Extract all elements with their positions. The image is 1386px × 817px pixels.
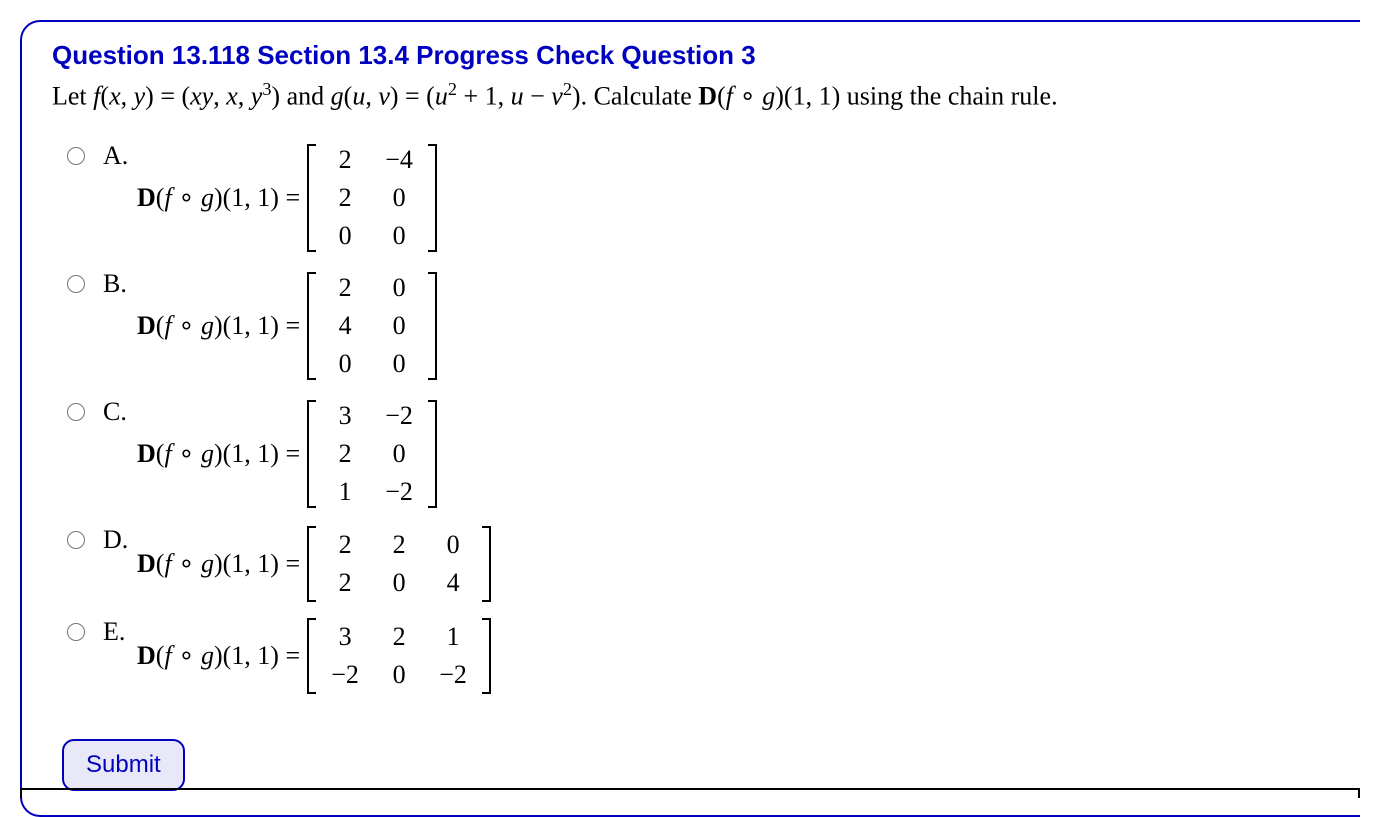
question-prompt: Let f(x, y) = (xy, x, y3) and g(u, v) = … bbox=[52, 77, 1336, 115]
prompt-mid2: . Calculate bbox=[581, 82, 699, 111]
matrix-e: 321 −20−2 bbox=[306, 617, 492, 695]
option-row-b: B. D(f ∘ g)(1, 1) = 20 40 00 bbox=[62, 269, 1336, 383]
option-content-c: D(f ∘ g)(1, 1) = 3−2 20 1−2 bbox=[137, 397, 438, 511]
right-bracket-icon bbox=[426, 271, 438, 381]
right-bracket-icon bbox=[426, 143, 438, 253]
option-lhs-e: D(f ∘ g)(1, 1) = bbox=[137, 641, 300, 671]
matrix-d: 220 204 bbox=[306, 525, 492, 603]
bottom-rule bbox=[20, 788, 1360, 798]
option-lhs-b: D(f ∘ g)(1, 1) = bbox=[137, 311, 300, 341]
option-radio-d[interactable] bbox=[67, 531, 85, 549]
matrix-b: 20 40 00 bbox=[306, 269, 438, 383]
options-list: A. D(f ∘ g)(1, 1) = 2−4 20 00 bbox=[62, 141, 1336, 695]
left-bracket-icon bbox=[306, 143, 318, 253]
matrix-table-d: 220 204 bbox=[318, 526, 480, 602]
option-content-a: D(f ∘ g)(1, 1) = 2−4 20 00 bbox=[137, 141, 438, 255]
option-row-d: D. D(f ∘ g)(1, 1) = 220 204 bbox=[62, 525, 1336, 603]
left-bracket-icon bbox=[306, 525, 318, 603]
option-lhs-c: D(f ∘ g)(1, 1) = bbox=[137, 439, 300, 469]
option-row-a: A. D(f ∘ g)(1, 1) = 2−4 20 00 bbox=[62, 141, 1336, 255]
matrix-table-c: 3−2 20 1−2 bbox=[318, 397, 426, 511]
option-row-c: C. D(f ∘ g)(1, 1) = 3−2 20 1−2 bbox=[62, 397, 1336, 511]
option-label-d: D. bbox=[103, 525, 137, 555]
option-label-c: C. bbox=[103, 397, 137, 427]
option-content-d: D(f ∘ g)(1, 1) = 220 204 bbox=[137, 525, 492, 603]
option-radio-b[interactable] bbox=[67, 275, 85, 293]
option-row-e: E. D(f ∘ g)(1, 1) = 321 −20−2 bbox=[62, 617, 1336, 695]
option-label-a: A. bbox=[103, 141, 137, 171]
matrix-table-a: 2−4 20 00 bbox=[318, 141, 426, 255]
option-radio-e[interactable] bbox=[67, 623, 85, 641]
matrix-table-e: 321 −20−2 bbox=[318, 618, 480, 694]
option-label-b: B. bbox=[103, 269, 137, 299]
option-lhs-d: D(f ∘ g)(1, 1) = bbox=[137, 549, 300, 579]
question-container: Question 13.118 Section 13.4 Progress Ch… bbox=[20, 20, 1360, 817]
left-bracket-icon bbox=[306, 399, 318, 509]
right-bracket-icon bbox=[426, 399, 438, 509]
left-bracket-icon bbox=[306, 271, 318, 381]
option-content-e: D(f ∘ g)(1, 1) = 321 −20−2 bbox=[137, 617, 492, 695]
left-bracket-icon bbox=[306, 617, 318, 695]
option-lhs-a: D(f ∘ g)(1, 1) = bbox=[137, 183, 300, 213]
matrix-table-b: 20 40 00 bbox=[318, 269, 426, 383]
prompt-tail: using the chain rule. bbox=[847, 82, 1058, 111]
right-bracket-icon bbox=[480, 617, 492, 695]
submit-button[interactable]: Submit bbox=[62, 739, 185, 791]
option-content-b: D(f ∘ g)(1, 1) = 20 40 00 bbox=[137, 269, 438, 383]
question-title: Question 13.118 Section 13.4 Progress Ch… bbox=[52, 40, 1336, 71]
option-radio-c[interactable] bbox=[67, 403, 85, 421]
right-bracket-icon bbox=[480, 525, 492, 603]
option-label-e: E. bbox=[103, 617, 137, 647]
prompt-pre: Let bbox=[52, 82, 93, 111]
matrix-a: 2−4 20 00 bbox=[306, 141, 438, 255]
option-radio-a[interactable] bbox=[67, 147, 85, 165]
prompt-mid1: and bbox=[287, 82, 331, 111]
matrix-c: 3−2 20 1−2 bbox=[306, 397, 438, 511]
